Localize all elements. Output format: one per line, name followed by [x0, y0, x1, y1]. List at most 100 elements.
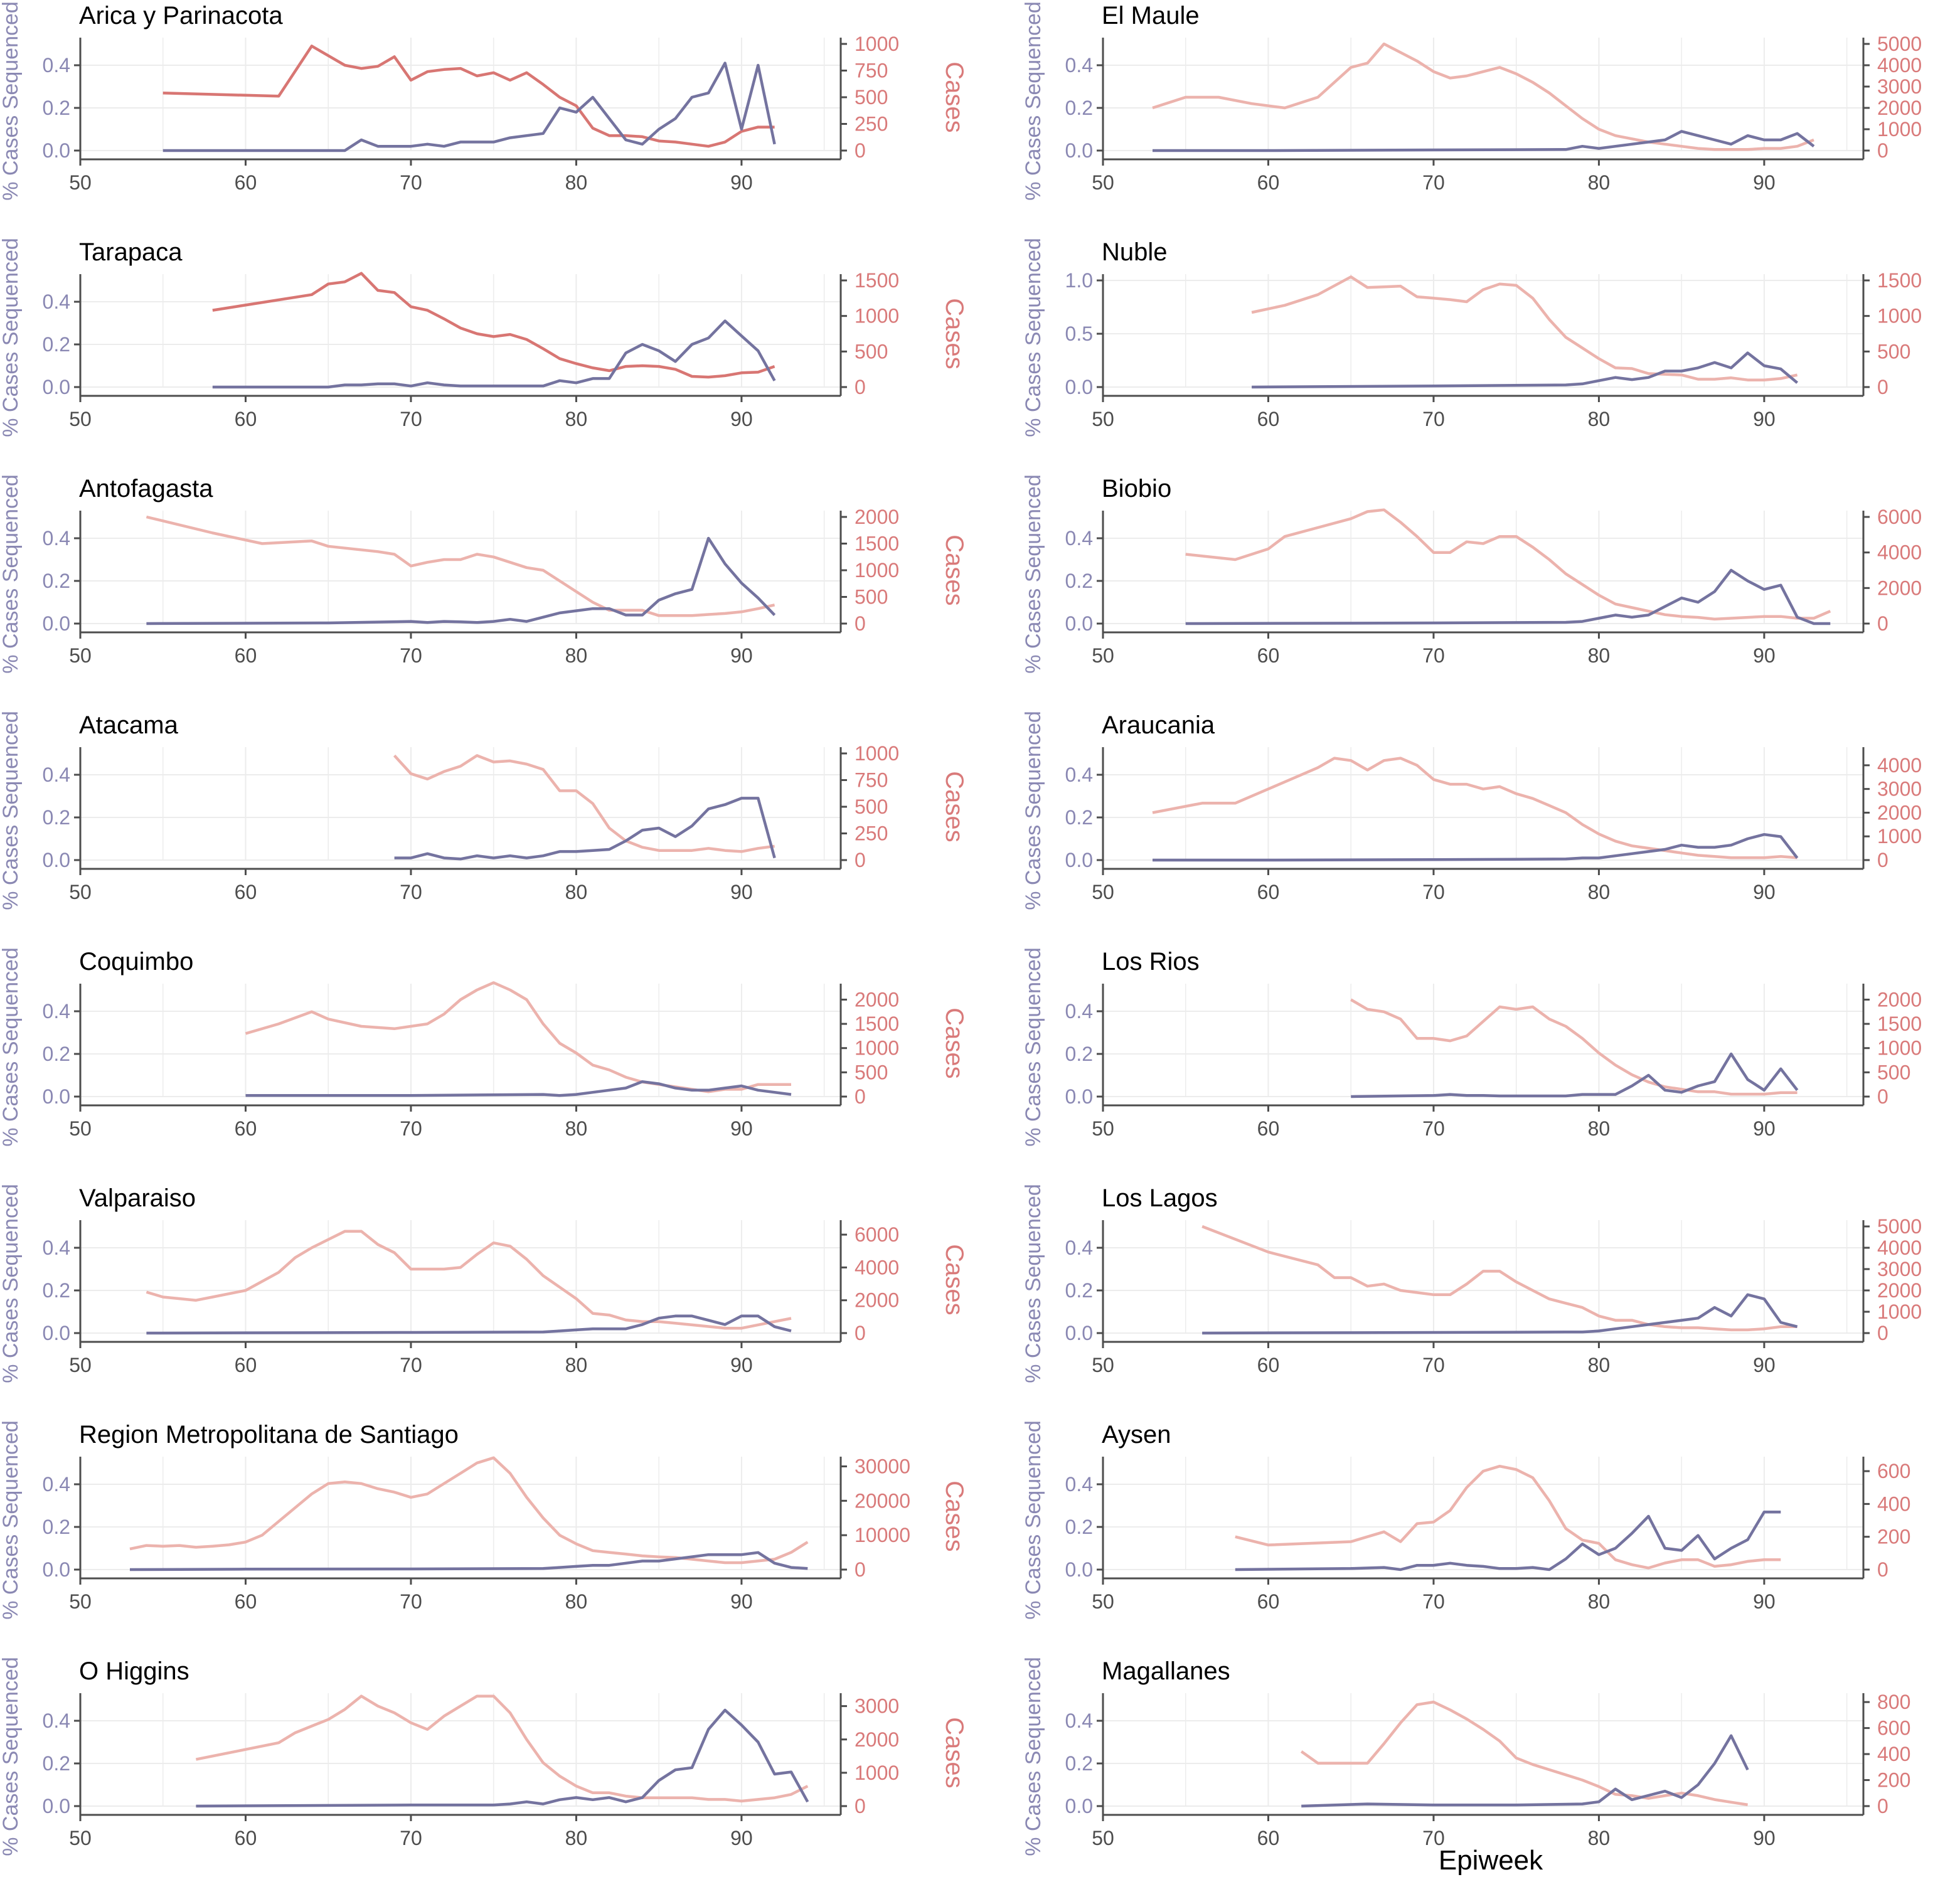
left-tick-label: 0.2 — [43, 1279, 70, 1302]
sequenced-series-line — [1301, 1734, 1749, 1808]
left-tick-label: 1.0 — [1065, 269, 1093, 292]
x-tick-label: 60 — [1257, 1590, 1280, 1613]
panel-title: Biobio — [1102, 475, 1171, 502]
cases-series-line — [1152, 42, 1814, 151]
cases-series-line — [393, 754, 775, 853]
right-tick-label: 5000 — [1877, 1215, 1922, 1238]
right-tick-label: 4000 — [1877, 1236, 1922, 1259]
x-tick-label: 50 — [1092, 1590, 1114, 1613]
panel-aysen: 50 60 70 80 90 0.0 0.2 0.4 0 200 400 600 Aysen % Case… — [1021, 1420, 1910, 1620]
cases-series-line — [1201, 1225, 1798, 1332]
left-tick-label: 0.4 — [1065, 527, 1093, 550]
right-tick-label: 2000 — [1877, 577, 1922, 599]
right-tick-label: 2000 — [1877, 97, 1922, 119]
x-tick-label: 90 — [730, 644, 753, 667]
left-tick-label: 0.4 — [43, 1473, 70, 1496]
x-tick-label: 60 — [1257, 644, 1280, 667]
left-tick-label: 0.2 — [1065, 1043, 1093, 1065]
panel-o-higgins: 50 60 70 80 90 0.0 0.2 0.4 0 1000 2000 3000 O Higgin… — [0, 1657, 968, 1856]
left-tick-label: 0.0 — [43, 139, 70, 162]
x-tick-label: 70 — [400, 1827, 422, 1849]
left-tick-label: 0.0 — [43, 1558, 70, 1581]
cases-series-line — [212, 272, 775, 379]
left-tick-label: 0.2 — [1065, 1279, 1093, 1302]
x-tick-label: 70 — [1422, 1354, 1445, 1376]
left-tick-label: 0.2 — [43, 97, 70, 119]
right-tick-label: 3000 — [855, 1695, 899, 1718]
sequenced-series-line — [129, 1551, 808, 1571]
sequenced-series-line — [1185, 568, 1831, 625]
x-tick-label: 90 — [730, 171, 753, 194]
panel-title: Magallanes — [1102, 1657, 1230, 1685]
x-tick-label: 80 — [1588, 408, 1611, 430]
right-tick-label: 4000 — [855, 1256, 899, 1279]
right-tick-label: 2000 — [855, 1289, 899, 1312]
right-tick-label: 4000 — [1877, 541, 1922, 564]
x-tick-label: 60 — [235, 1590, 257, 1613]
right-tick-label: 0 — [1877, 376, 1888, 398]
panel-tarapaca: 50 60 70 80 90 0.0 0.2 0.4 0 500 1000 1500 Tarapaca%… — [0, 238, 968, 437]
sequenced-series-line — [212, 319, 776, 389]
x-tick-label: 70 — [1422, 1827, 1445, 1849]
right-tick-label: 2000 — [1877, 801, 1922, 824]
cases-series-line — [245, 981, 791, 1093]
panel-title: Aysen — [1102, 1421, 1171, 1449]
right-tick-label: 1500 — [855, 533, 899, 555]
x-tick-label: 90 — [1753, 881, 1776, 903]
left-axis-label: % Cases Sequenced — [1021, 1657, 1045, 1856]
left-axis-label: % Cases Sequenced — [0, 1, 23, 201]
right-tick-label: 1000 — [1877, 825, 1922, 848]
left-tick-label: 0.2 — [43, 1516, 70, 1538]
x-tick-label: 50 — [1092, 171, 1114, 194]
right-tick-label: 0 — [855, 849, 866, 871]
right-tick-label: 0 — [855, 376, 866, 398]
x-tick-label: 50 — [1092, 408, 1114, 430]
x-tick-label: 90 — [1753, 171, 1776, 194]
sequenced-series-line — [1153, 130, 1815, 152]
x-tick-label: 50 — [1092, 881, 1114, 903]
panel-title: Tarapaca — [79, 238, 183, 266]
left-tick-label: 0.0 — [43, 1085, 70, 1108]
x-tick-label: 60 — [1257, 1117, 1280, 1140]
x-tick-label: 80 — [565, 171, 588, 194]
left-tick-label: 0.0 — [43, 1795, 70, 1817]
x-tick-label: 50 — [1092, 1827, 1114, 1849]
x-tick-label: 60 — [235, 644, 257, 667]
x-tick-label: 90 — [730, 1590, 753, 1613]
sequenced-series-line — [1202, 1293, 1798, 1335]
panel-arica-y-parinacota: 50 60 70 80 90 0.0 0.2 0.4 0 250 500 750 1000 Arica y… — [0, 1, 968, 201]
left-tick-label: 0.2 — [1065, 1516, 1093, 1538]
x-tick-label: 70 — [400, 1354, 422, 1376]
right-tick-label: 0 — [1877, 139, 1888, 162]
sequenced-series-line — [162, 61, 776, 152]
right-axis-label: Cases — [940, 771, 968, 842]
right-tick-label: 20000 — [855, 1489, 910, 1512]
left-tick-label: 0.4 — [43, 1709, 70, 1732]
cases-series-line — [1152, 757, 1798, 859]
cases-series-line — [1350, 998, 1798, 1096]
x-tick-label: 70 — [1422, 408, 1445, 430]
right-tick-label: 0 — [855, 1795, 866, 1817]
left-tick-label: 0.2 — [1065, 806, 1093, 829]
right-tick-label: 3000 — [1877, 75, 1922, 98]
left-axis-label: % Cases Sequenced — [0, 474, 23, 674]
x-tick-label: 80 — [1588, 644, 1611, 667]
x-axis-label: Epiweek — [1439, 1845, 1543, 1876]
right-tick-label: 30000 — [855, 1455, 910, 1477]
x-tick-label: 90 — [1753, 1590, 1776, 1613]
x-tick-label: 60 — [235, 1827, 257, 1849]
sequenced-series-line — [146, 536, 776, 625]
right-tick-label: 2000 — [855, 1728, 899, 1751]
x-tick-label: 80 — [1588, 1117, 1611, 1140]
right-tick-label: 200 — [1877, 1526, 1910, 1548]
right-tick-label: 750 — [855, 60, 888, 82]
right-axis-label: Cases — [940, 298, 968, 369]
x-tick-label: 90 — [1753, 1354, 1776, 1376]
right-tick-label: 0 — [855, 1322, 866, 1344]
panel-nuble: 50 60 70 80 90 0.0 0.5 1.0 0 500 1000 1500 Nuble % Ca… — [1021, 238, 1922, 437]
left-tick-label: 0.2 — [43, 806, 70, 829]
left-tick-label: 0.0 — [1065, 1085, 1093, 1108]
x-tick-label: 90 — [730, 1117, 753, 1140]
left-tick-label: 0.4 — [1065, 763, 1093, 786]
right-tick-label: 200 — [1877, 1769, 1910, 1792]
